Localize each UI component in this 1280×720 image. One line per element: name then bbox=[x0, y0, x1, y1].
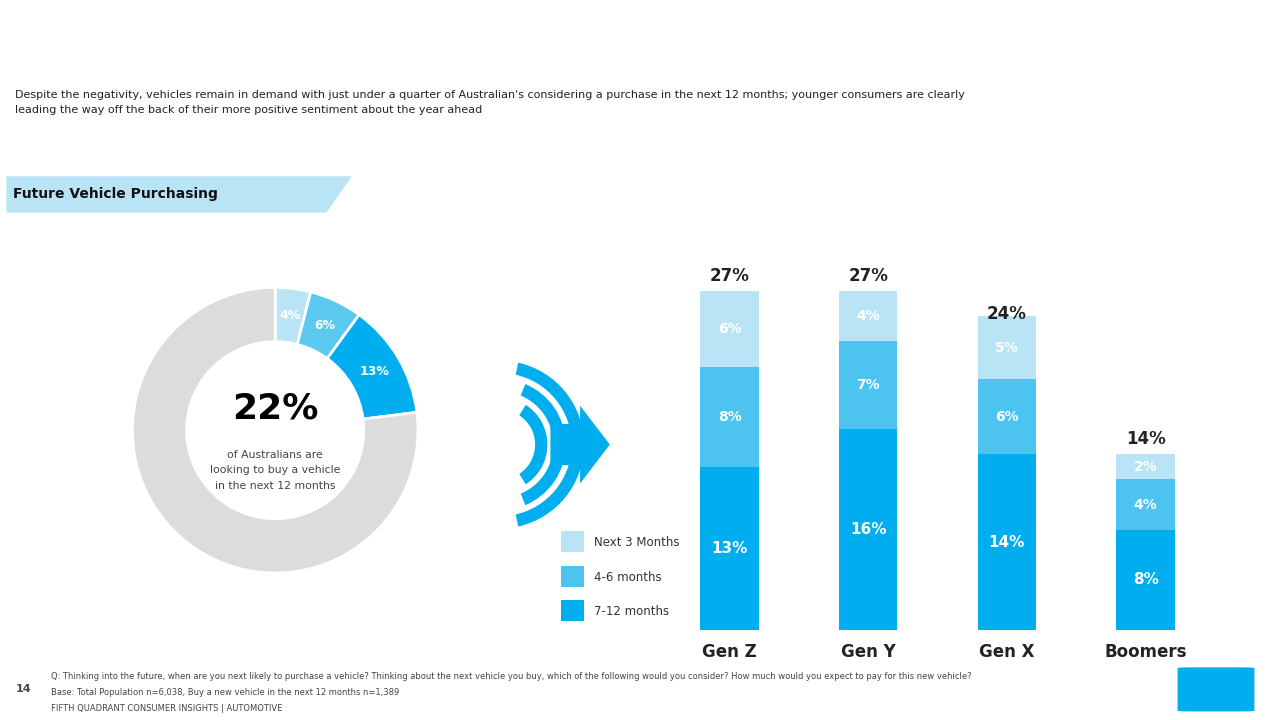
Wedge shape bbox=[515, 362, 585, 527]
Bar bbox=[978, 454, 1036, 630]
Text: Q: Thinking into the future, when are you next likely to purchase a vehicle? Thi: Q: Thinking into the future, when are yo… bbox=[51, 672, 972, 681]
Bar bbox=[978, 316, 1036, 379]
Text: 4%: 4% bbox=[1134, 498, 1157, 511]
Bar bbox=[1116, 530, 1175, 630]
Text: 2%: 2% bbox=[1134, 460, 1157, 474]
Text: 4%: 4% bbox=[279, 309, 301, 322]
FancyBboxPatch shape bbox=[1178, 667, 1254, 711]
Bar bbox=[700, 467, 759, 630]
Text: 27%: 27% bbox=[709, 267, 750, 285]
Text: 8%: 8% bbox=[718, 410, 741, 424]
Text: 7-12 months: 7-12 months bbox=[594, 606, 668, 618]
Text: 27%: 27% bbox=[849, 267, 888, 285]
Text: quadrant: quadrant bbox=[1188, 694, 1252, 707]
Text: 14%: 14% bbox=[988, 535, 1025, 549]
Bar bbox=[562, 600, 585, 621]
Text: 6%: 6% bbox=[718, 322, 741, 336]
Text: Future Vehicle Purchasing: Future Vehicle Purchasing bbox=[13, 186, 218, 201]
Bar bbox=[840, 429, 897, 630]
Bar bbox=[700, 292, 759, 366]
Polygon shape bbox=[6, 176, 352, 212]
Text: fifth: fifth bbox=[1222, 675, 1252, 688]
Bar bbox=[1116, 480, 1175, 530]
Bar bbox=[840, 341, 897, 429]
Text: Next 3 Months: Next 3 Months bbox=[594, 536, 680, 549]
Text: 22%: 22% bbox=[232, 392, 319, 426]
Bar bbox=[840, 292, 897, 341]
Text: Despite the negativity, vehicles remain in demand with just under a quarter of A: Despite the negativity, vehicles remain … bbox=[15, 90, 965, 114]
Bar bbox=[978, 379, 1036, 454]
Text: 8%: 8% bbox=[1133, 572, 1158, 588]
Wedge shape bbox=[520, 383, 567, 506]
Text: 16%: 16% bbox=[850, 522, 887, 537]
Text: 14%: 14% bbox=[1125, 430, 1166, 448]
Bar bbox=[562, 531, 585, 552]
Text: FIFTH QUADRANT CONSUMER INSIGHTS | AUTOMOTIVE: FIFTH QUADRANT CONSUMER INSIGHTS | AUTOM… bbox=[51, 704, 283, 713]
Text: 24%: 24% bbox=[987, 305, 1027, 323]
Text: 5%: 5% bbox=[995, 341, 1019, 355]
Text: 4%: 4% bbox=[856, 310, 881, 323]
Bar bbox=[562, 566, 585, 587]
Wedge shape bbox=[518, 404, 548, 485]
Wedge shape bbox=[275, 287, 311, 344]
Text: 4-6 months: 4-6 months bbox=[594, 571, 662, 584]
Bar bbox=[700, 366, 759, 467]
Polygon shape bbox=[550, 406, 609, 483]
Wedge shape bbox=[328, 315, 417, 419]
Text: 14: 14 bbox=[15, 685, 31, 694]
Text: 7%: 7% bbox=[856, 379, 881, 392]
Text: Purchase Intent | Future Vehicle Purchasing: Purchase Intent | Future Vehicle Purchas… bbox=[15, 24, 498, 44]
Text: of Australians are
looking to buy a vehicle
in the next 12 months: of Australians are looking to buy a vehi… bbox=[210, 449, 340, 491]
Text: Base: Total Population n=6,038, Buy a new vehicle in the next 12 months n=1,389: Base: Total Population n=6,038, Buy a ne… bbox=[51, 688, 399, 697]
Text: 13%: 13% bbox=[360, 365, 389, 378]
Text: 13%: 13% bbox=[712, 541, 748, 556]
Text: 6%: 6% bbox=[995, 410, 1019, 424]
Bar bbox=[1116, 454, 1175, 480]
Wedge shape bbox=[297, 292, 360, 359]
Text: 6%: 6% bbox=[314, 319, 335, 332]
Wedge shape bbox=[132, 287, 419, 573]
